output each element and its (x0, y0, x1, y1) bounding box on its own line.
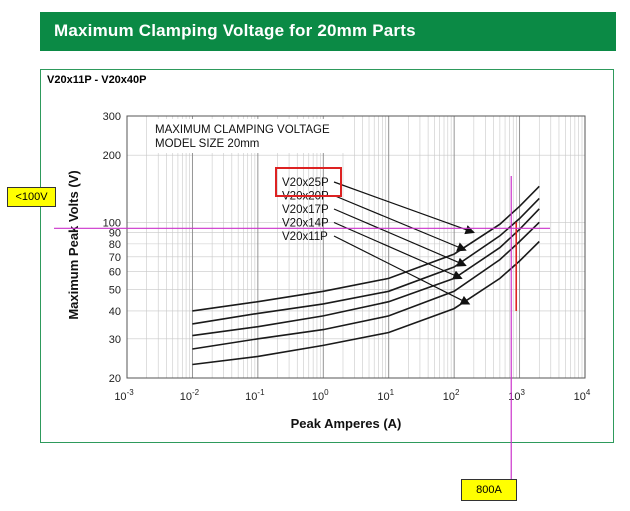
plot-frame (126, 115, 586, 379)
header-bar: Maximum Clamping Voltage for 20mm Parts (40, 12, 616, 51)
series-line-v20x14p (192, 221, 540, 350)
part-range-label: V20x11P - V20x40P (47, 74, 147, 86)
x-tick-label: 10-1 (245, 388, 265, 403)
y-tick-label: 80 (109, 239, 121, 251)
chart-title-line: MODEL SIZE 20mm (155, 138, 259, 150)
callout-800a-text: 800A (476, 484, 502, 496)
series-arrow-v20x25p (333, 181, 475, 235)
y-tick-label: 60 (109, 267, 121, 279)
x-tick-label: 100 (312, 388, 329, 403)
series-arrow-v20x14p (333, 221, 463, 280)
page-title: Maximum Clamping Voltage for 20mm Parts (54, 21, 416, 40)
x-tick-label: 104 (574, 388, 591, 403)
y-tick-label: 30 (109, 334, 121, 346)
y-tick-label: 50 (109, 284, 121, 296)
y-tick-label: 90 (109, 227, 121, 239)
series-line-v20x20p (192, 197, 540, 325)
inner-title-background (150, 119, 348, 153)
x-tick-label: 101 (377, 388, 394, 403)
x-tick-label: 102 (443, 388, 460, 403)
x-axis-title: Peak Amperes (A) (291, 416, 402, 431)
series-label-v20x11p: V20x11P (282, 231, 328, 243)
x-tick-label: 10-3 (114, 388, 134, 403)
y-tick-label: 40 (109, 306, 121, 318)
y-tick-label: 70 (109, 252, 121, 264)
callout-100v-label: <100V (7, 187, 56, 207)
series-label-v20x14p: V20x14P (282, 218, 329, 230)
highlight-box (275, 167, 342, 197)
x-tick-label: 10-2 (180, 388, 200, 403)
y-tick-label: 100 (103, 217, 121, 229)
callout-100v-text: <100V (15, 191, 48, 203)
y-tick-label: 20 (109, 373, 121, 385)
chart-title-line: MAXIMUM CLAMPING VOLTAGE (155, 124, 330, 136)
series-arrow-v20x20p (333, 194, 467, 252)
series-arrow-v20x11p (333, 235, 471, 305)
series-label-v20x25p: V20x25P (282, 177, 329, 189)
y-tick-label: 300 (103, 111, 121, 123)
callout-800a-label: 800A (461, 479, 517, 501)
series-label-v20x17p: V20x17P (282, 204, 329, 216)
series-arrow-v20x17p (333, 208, 467, 267)
series-line-v20x25p (192, 185, 540, 312)
y-axis-title: Maximum Peak Volts (V) (66, 170, 81, 319)
y-tick-label: 200 (103, 150, 121, 162)
